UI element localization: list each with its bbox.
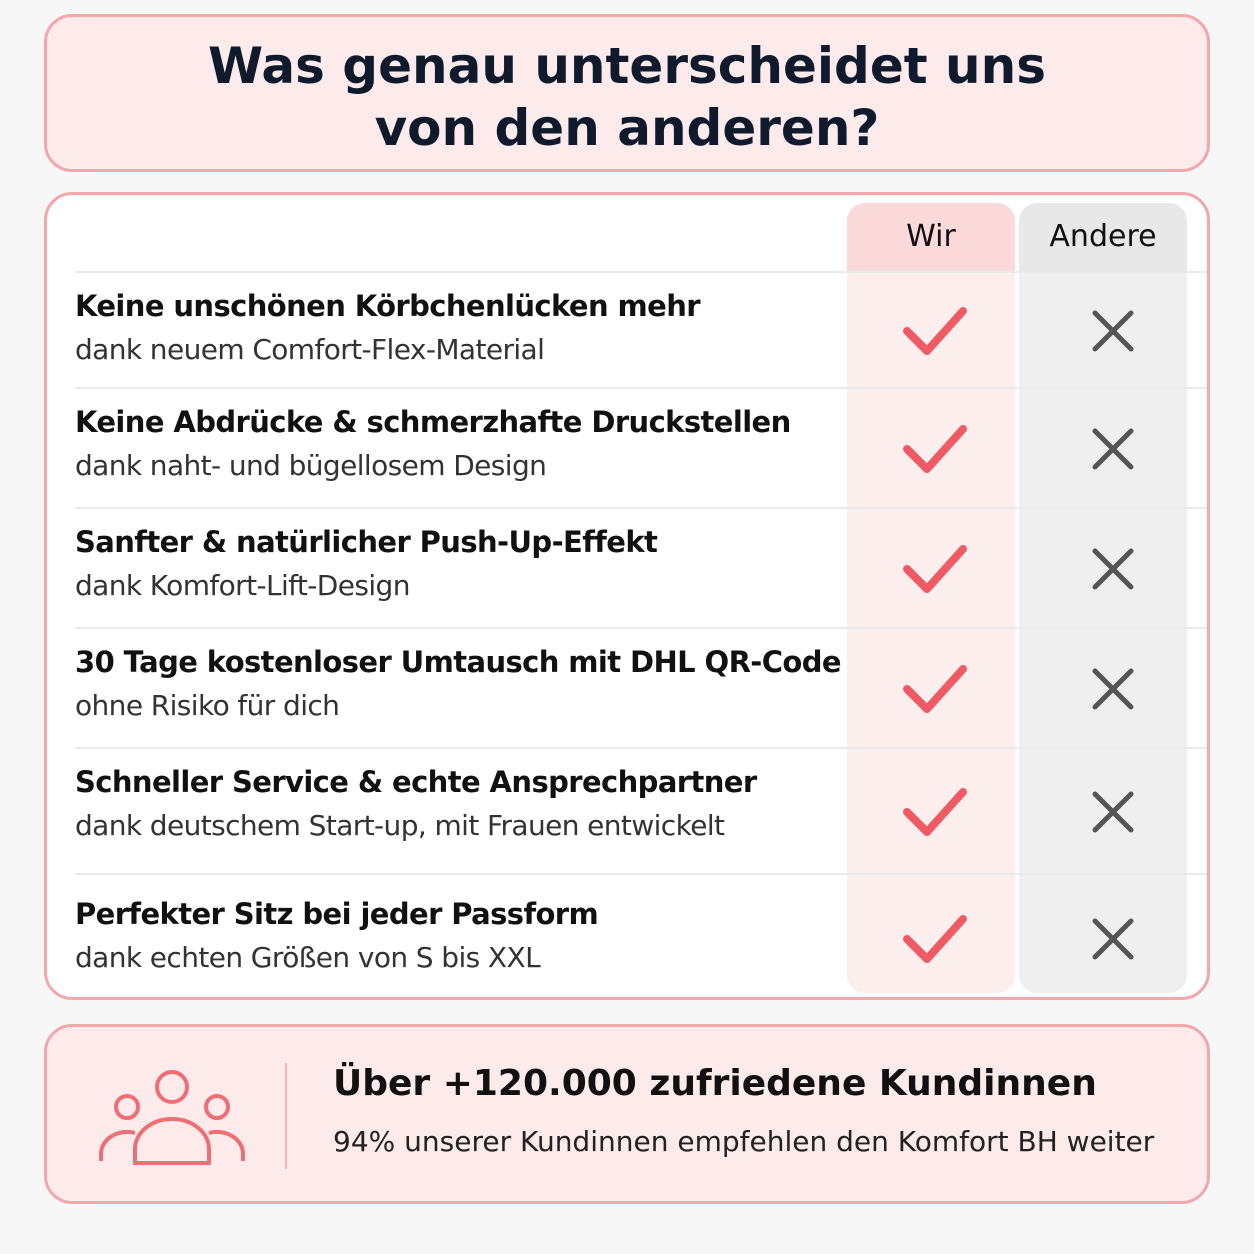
divider (285, 1063, 287, 1169)
row-title: Keine Abdrücke & schmerzhafte Druckstell… (75, 405, 791, 439)
row-subtitle: dank deutschem Start-up, mit Frauen entw… (75, 809, 725, 842)
column-header: Wir (847, 203, 1015, 271)
cross-icon (1092, 310, 1134, 352)
check-icon (903, 788, 967, 836)
row-subtitle: ohne Risiko für dich (75, 689, 340, 722)
row: Keine unschönen Körbchenlücken mehr dank… (75, 271, 1207, 389)
header: Was genau unterscheidet uns von den ande… (44, 14, 1210, 172)
row-subtitle: dank Komfort-Lift-Design (75, 569, 410, 602)
row-title: Schneller Service & echte Ansprechpartne… (75, 765, 757, 799)
check-icon (903, 665, 967, 713)
row: Schneller Service & echte Ansprechpartne… (75, 747, 1207, 875)
row-subtitle: dank echten Größen von S bis XXL (75, 941, 541, 974)
row: 30 Tage kostenloser Umtausch mit DHL QR-… (75, 627, 1207, 749)
cross-icon (1092, 918, 1134, 960)
check-icon (903, 545, 967, 593)
row-subtitle: dank neuem Comfort-Flex-Material (75, 333, 545, 366)
row-title: Keine unschönen Körbchenlücken mehr (75, 289, 701, 323)
check-icon (903, 915, 967, 963)
cross-icon (1092, 791, 1134, 833)
table: Wir Andere Keine unschönen Körbchenlücke… (44, 192, 1210, 1000)
title: von den anderen? (374, 99, 880, 157)
footer-title: Über +120.000 zufriedene Kundinnen (333, 1063, 1097, 1104)
title: Was genau unterscheidet uns (208, 37, 1046, 95)
cross-icon (1092, 548, 1134, 590)
row-title: Sanfter & natürlicher Push-Up-Effekt (75, 525, 658, 559)
check-icon (903, 307, 967, 355)
column-wir (847, 203, 1015, 993)
check-icon (903, 425, 967, 473)
column-andere (1019, 203, 1187, 993)
row: Keine Abdrücke & schmerzhafte Druckstell… (75, 387, 1207, 509)
row: Perfekter Sitz bei jeder Passform dank e… (75, 873, 1207, 997)
row-title: 30 Tage kostenloser Umtausch mit DHL QR-… (75, 645, 842, 679)
footer: Über +120.000 zufriedene Kundinnen 94% u… (44, 1024, 1210, 1204)
row-title: Perfekter Sitz bei jeder Passform (75, 897, 599, 931)
footer-subtitle: 94% unserer Kundinnen empfehlen den Komf… (333, 1125, 1155, 1158)
cross-icon (1092, 668, 1134, 710)
column-header: Andere (1019, 203, 1187, 271)
people-icon (99, 1070, 245, 1165)
row-subtitle: dank naht- und bügellosem Design (75, 449, 547, 482)
cross-icon (1092, 428, 1134, 470)
row: Sanfter & natürlicher Push-Up-Effekt dan… (75, 507, 1207, 629)
